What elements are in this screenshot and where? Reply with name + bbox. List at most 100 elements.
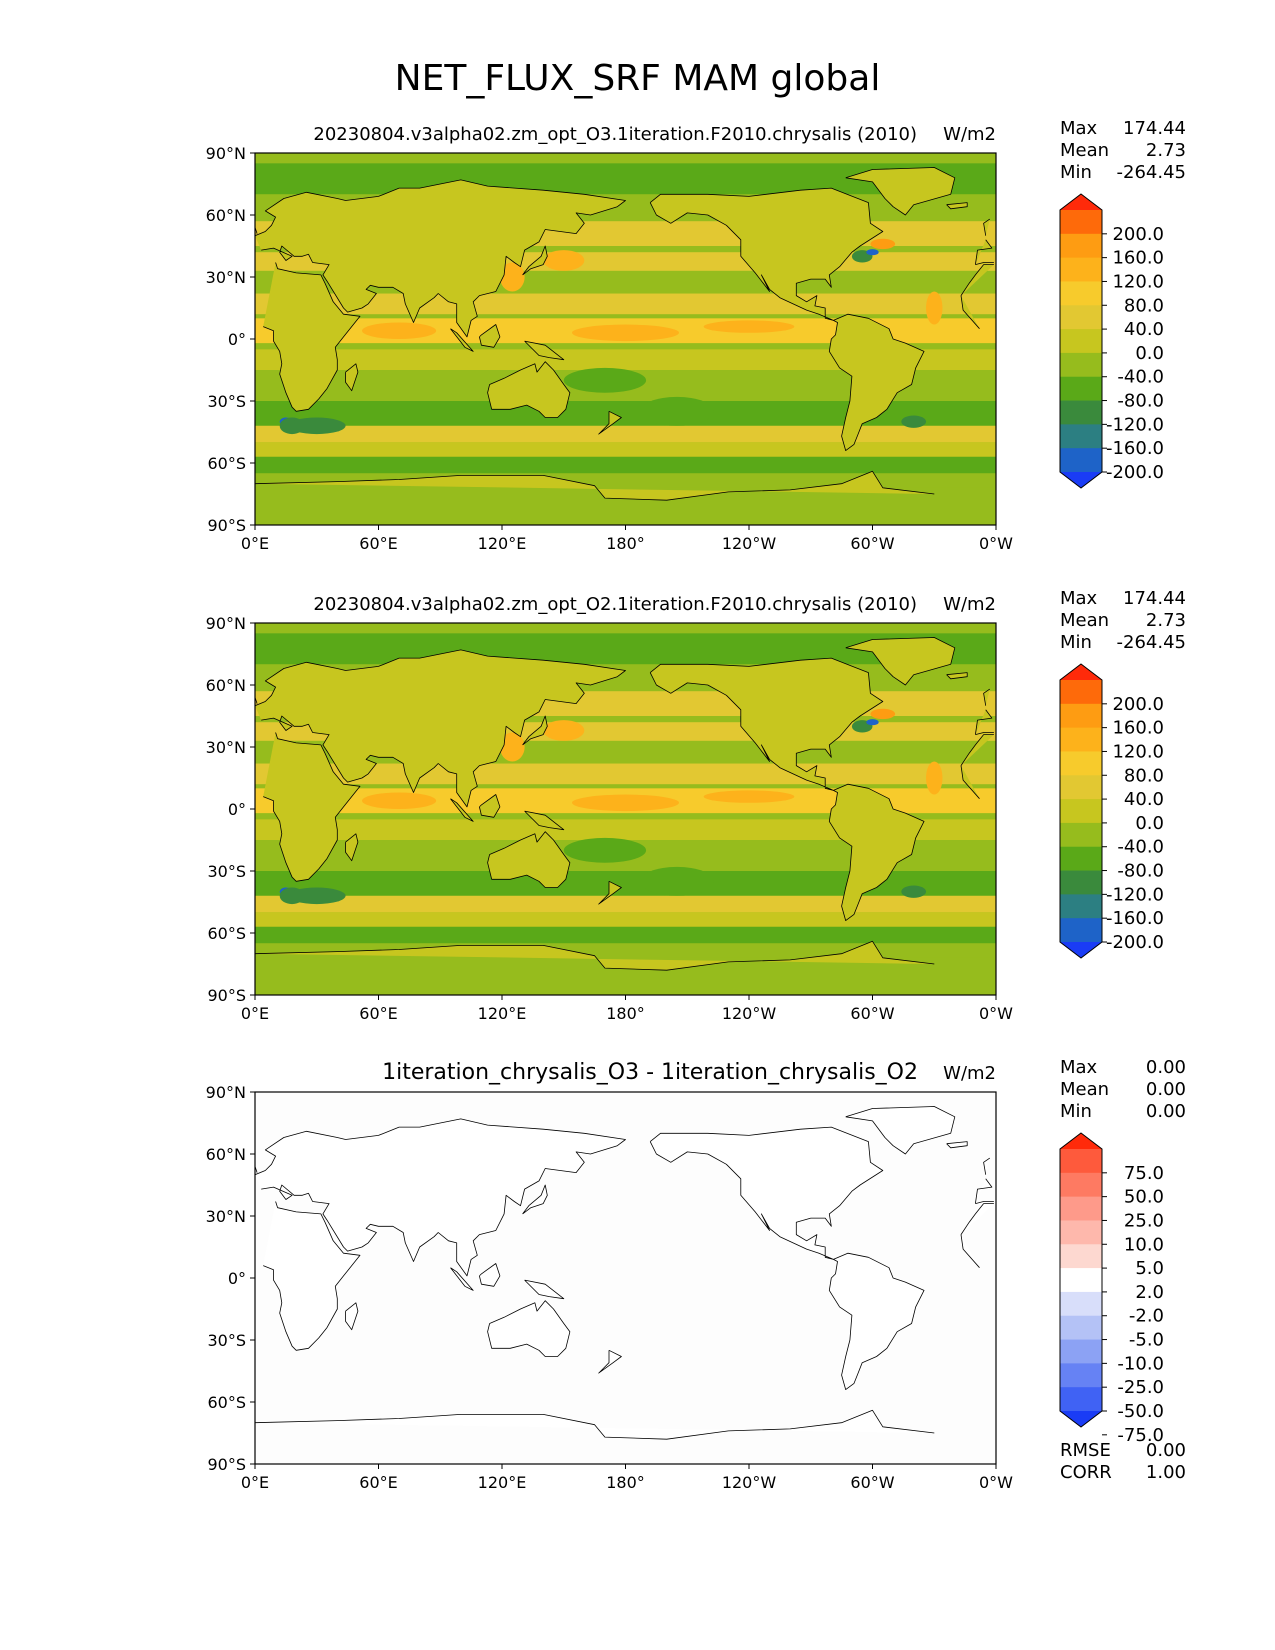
- lat-tick-label: 90°S: [207, 1455, 246, 1474]
- colorbar-segment: [1060, 376, 1102, 402]
- lon-tick-label: 60°W: [850, 534, 894, 553]
- coastline-iceland: [946, 672, 968, 680]
- coastline-newGuinea: [524, 810, 565, 831]
- panel-3: 90°N 60°N 30°N 0° 30°S 60°S 90°S0°E 60°E 120°E 18…: [206, 1057, 1186, 1492]
- lat-tick-label: 30°S: [207, 1331, 246, 1350]
- units-label: W/m2: [943, 1063, 996, 1084]
- colorbar-segment: [1060, 305, 1102, 330]
- lat-tick-label: 90°N: [206, 144, 246, 163]
- stat-value: -264.45: [1117, 632, 1186, 653]
- field-anomaly: [499, 732, 525, 762]
- stat-value: 0.00: [1146, 1440, 1186, 1461]
- colorbar-tick-label: 40.0: [1124, 789, 1164, 810]
- coastline-eurasia: [255, 179, 994, 338]
- colorbar-segment: [1060, 751, 1102, 776]
- colorbar-tick-label: 0.0: [1135, 813, 1164, 834]
- field-anomaly: [287, 887, 346, 905]
- map-field: [255, 1092, 996, 1464]
- coastline-sumatra: [450, 798, 474, 822]
- lon-tick-label: 120°E: [478, 1473, 527, 1492]
- lon-tick-label: 0°W: [979, 534, 1013, 553]
- field-anomaly: [639, 396, 715, 426]
- coastline-newZealand: [598, 880, 622, 905]
- stat-value: 174.44: [1123, 118, 1186, 139]
- stat-value: 0.00: [1146, 1057, 1186, 1078]
- field-band: [255, 349, 996, 370]
- field-anomaly: [901, 885, 927, 898]
- lat-tick-label: 0°: [228, 800, 246, 819]
- coastline-iceland: [946, 202, 968, 210]
- coastline-greenland: [845, 167, 956, 216]
- lon-tick-label: 0°W: [979, 1473, 1013, 1492]
- field-anomaly: [563, 837, 647, 863]
- coastline-antarctica: [255, 940, 935, 995]
- lat-tick-label: 0°: [228, 330, 246, 349]
- coastline-borneo: [479, 324, 501, 348]
- field-anomaly: [571, 794, 680, 812]
- lon-tick-label: 120°W: [722, 1473, 777, 1492]
- field-anomaly: [287, 417, 346, 435]
- coastline-iceland: [946, 1141, 968, 1149]
- colorbar-tick-label: 40.0: [1124, 319, 1164, 340]
- lon-tick-label: 0°W: [979, 1004, 1013, 1023]
- lon-tick-label: 120°E: [478, 1004, 527, 1023]
- stat-label: Max: [1060, 118, 1098, 139]
- lat-tick-label: 60°N: [206, 676, 246, 695]
- colorbar-tick-label: -50.0: [1117, 1401, 1164, 1422]
- field-anomaly: [499, 262, 525, 292]
- field-anomaly: [926, 761, 943, 795]
- colorbar-extend-min: [1060, 942, 1102, 958]
- coastline-sumatra: [450, 1267, 474, 1291]
- lat-tick-label: 60°S: [207, 1393, 246, 1412]
- stat-label: Min: [1060, 1101, 1092, 1122]
- field-anomaly: [866, 249, 879, 256]
- map-field: [255, 153, 996, 525]
- colorbar-tick-label: -75.0: [1117, 1425, 1164, 1446]
- map-field: [255, 623, 996, 995]
- lon-tick-label: 60°E: [359, 1004, 397, 1023]
- lon-tick-label: 0°E: [241, 534, 269, 553]
- colorbar-segment: [1060, 329, 1102, 354]
- lat-tick-label: 30°N: [206, 268, 246, 287]
- colorbar-segment: [1060, 1363, 1102, 1388]
- coastline-madagascar: [345, 833, 359, 862]
- field-anomaly: [543, 250, 585, 271]
- lat-tick-label: 30°S: [207, 862, 246, 881]
- lat-tick-label: 60°S: [207, 454, 246, 473]
- colorbar-tick-label: 160.0: [1112, 248, 1164, 269]
- lat-tick-label: 90°N: [206, 1083, 246, 1102]
- lat-tick-label: 60°N: [206, 206, 246, 225]
- field-band: [255, 442, 996, 457]
- lon-tick-label: 60°W: [850, 1004, 894, 1023]
- stat-value: 174.44: [1123, 588, 1186, 609]
- stat-value: -264.45: [1117, 162, 1186, 183]
- lat-tick-label: 30°N: [206, 738, 246, 757]
- colorbar-tick-label: 50.0: [1124, 1187, 1164, 1208]
- colorbar-tick-label: -80.0: [1117, 861, 1164, 882]
- coastline-newGuinea: [524, 1279, 565, 1300]
- colorbar-segment: [1060, 257, 1102, 282]
- colorbar-tick-label: -80.0: [1117, 391, 1164, 412]
- colorbar: 75.0 50.025.0 10.0 5.0 2.0 -2.0 -5.0-10.0 -25.0…: [1059, 1132, 1164, 1446]
- colorbar-segment: [1060, 400, 1102, 425]
- stat-label: Min: [1060, 162, 1092, 183]
- colorbar-outline: [1059, 663, 1103, 959]
- stat-value: 1.00: [1146, 1462, 1186, 1483]
- lat-tick-label: 60°S: [207, 924, 246, 943]
- units-label: W/m2: [943, 124, 996, 145]
- colorbar-extend-max: [1060, 1133, 1102, 1149]
- colorbar-tick-label: 2.0: [1135, 1282, 1164, 1303]
- colorbar-tick-label: 120.0: [1112, 271, 1164, 292]
- stat-value: 0.00: [1146, 1079, 1186, 1100]
- field-anomaly: [926, 291, 943, 325]
- coastline-southAmerica: [828, 1252, 925, 1390]
- units-label: W/m2: [943, 594, 996, 615]
- stat-label: Mean: [1060, 610, 1109, 631]
- colorbar-tick-label: -10.0: [1117, 1353, 1164, 1374]
- colorbar-segment: [1060, 680, 1102, 705]
- panel-title: 1iteration_chrysalis_O3 - 1iteration_chr…: [382, 1060, 918, 1085]
- coastline-japan: [522, 715, 548, 746]
- colorbar-segment: [1060, 799, 1102, 824]
